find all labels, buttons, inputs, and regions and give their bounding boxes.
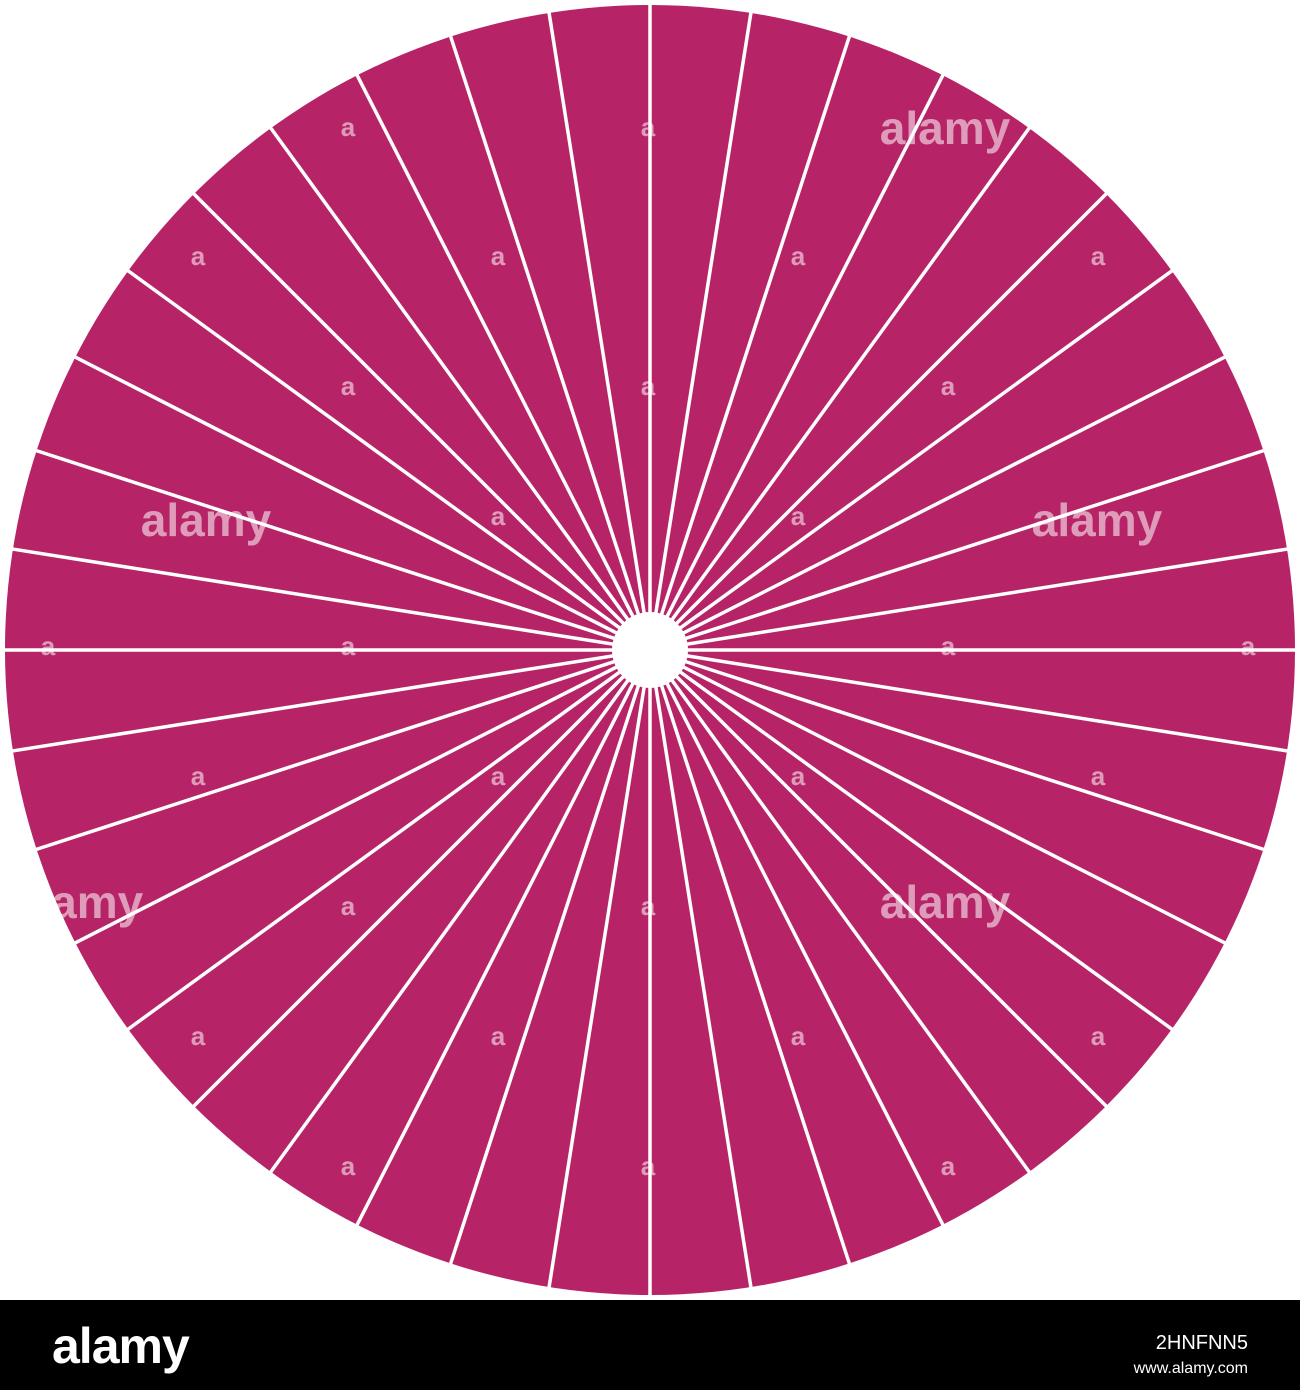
watermark-small: a [941,1151,956,1181]
ray-line [448,649,652,1265]
alamy-logo: alamy [52,1318,190,1374]
watermark-small: a [641,1151,656,1181]
ray-line [35,448,651,652]
watermark-small: a [341,631,356,661]
ray-line [648,648,1032,1174]
watermark-large: alamy [1032,494,1163,546]
ray-line [355,649,652,1227]
watermark-footer-bar: alamy 2HNFNN5 www.alamy.com [0,1300,1300,1390]
watermark-small: a [491,761,506,791]
image-id-label: 2HNFNN5 [1155,1332,1248,1354]
ray-line [649,448,1265,652]
ray-line [547,649,652,1289]
ray-lines [4,4,1296,1296]
ray-line [648,648,1109,1109]
ray-line [648,648,1174,1032]
ray-line [268,648,652,1174]
watermark-small: a [1091,241,1106,271]
watermark-small: a [191,1021,206,1051]
ray-line [73,355,651,652]
watermark-small: a [1241,631,1256,661]
watermark-small: a [491,241,506,271]
ray-line [126,648,652,1032]
watermark-small: a [341,371,356,401]
watermark-small: a [491,501,506,531]
watermark-small: a [641,371,656,401]
watermark-small: a [941,371,956,401]
ray-line [648,191,1109,652]
ray-line [648,649,852,1265]
watermark-small: a [191,761,206,791]
watermark-small: a [791,501,806,531]
watermark-large: alamy [13,876,144,928]
sunburst-artwork: alamy alamy alamy alamy alamy a a a a a … [4,4,1296,1296]
watermark-large: alamy [880,876,1011,928]
ray-line [547,11,652,651]
watermark-small: a [1091,1021,1106,1051]
watermark-small: a [341,1151,356,1181]
ray-line [649,648,1265,852]
watermark-small: a [791,241,806,271]
ray-line [191,191,652,652]
ray-line [355,73,652,651]
watermark-small: a [791,1021,806,1051]
ray-line [648,11,753,651]
watermark-small: a [641,112,656,142]
watermark-small: a [41,631,56,661]
center-hub [612,612,688,688]
watermark-small: a [341,112,356,142]
ray-line [11,547,651,652]
ray-line [268,126,652,652]
ray-line [648,126,1032,652]
site-url-label: www.alamy.com [1133,1360,1248,1377]
watermark-small: a [491,1021,506,1051]
watermark-small: a [641,891,656,921]
ray-line [73,648,651,945]
watermark-small: a [1091,761,1106,791]
ray-line [35,648,651,852]
watermark-small: a [341,891,356,921]
ray-line [649,547,1289,652]
ray-line [648,649,753,1289]
watermark-small: a [941,631,956,661]
watermark-small: a [191,241,206,271]
ray-line [648,649,945,1227]
ray-line [126,268,652,652]
ray-line [648,35,852,651]
ray-line [191,648,652,1109]
watermark-small: a [791,761,806,791]
watermark-layer: alamy alamy alamy alamy alamy a a a a a … [13,102,1256,1181]
ray-line [11,648,651,753]
ray-line [649,355,1227,652]
watermark-large: alamy [880,102,1011,154]
ray-line [648,73,945,651]
ray-line [649,648,1227,945]
ray-line [648,268,1174,652]
watermark-large: alamy [141,494,272,546]
ray-line [649,648,1289,753]
ray-line [448,35,652,651]
